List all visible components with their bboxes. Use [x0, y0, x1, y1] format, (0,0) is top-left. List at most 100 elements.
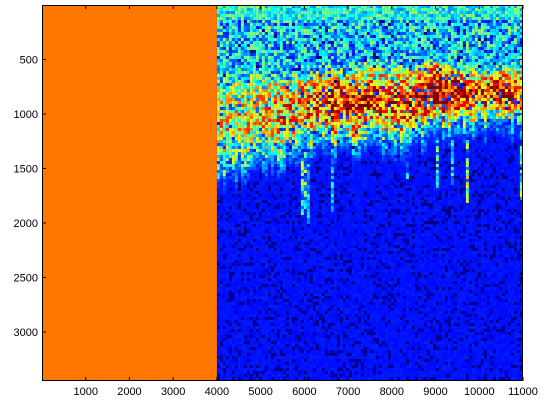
heatmap-cell — [228, 236, 232, 239]
heatmap-cell — [231, 167, 235, 170]
heatmap-cell — [297, 152, 301, 155]
heatmap-cell — [258, 32, 262, 35]
heatmap-cell — [303, 17, 307, 20]
heatmap-cell — [285, 173, 289, 176]
heatmap-cell — [309, 62, 313, 65]
heatmap-cell — [225, 116, 229, 119]
heatmap-cell — [324, 344, 328, 347]
heatmap-cell — [324, 161, 328, 164]
heatmap-cell — [258, 86, 262, 89]
heatmap-cell — [216, 209, 220, 212]
heatmap-cell — [315, 65, 319, 68]
heatmap-cell — [345, 113, 349, 116]
heatmap-cell — [264, 65, 268, 68]
heatmap-cell — [276, 344, 280, 347]
heatmap-cell — [270, 71, 274, 74]
heatmap-cell — [222, 224, 226, 227]
heatmap-cell — [285, 233, 289, 236]
heatmap-cell — [279, 254, 283, 257]
heatmap-cell — [306, 107, 310, 110]
heatmap-cell — [276, 137, 280, 140]
heatmap-cell — [246, 176, 250, 179]
heatmap-cell — [324, 206, 328, 209]
heatmap-cell — [252, 65, 256, 68]
heatmap-cell — [312, 5, 316, 8]
heatmap-cell — [330, 296, 334, 299]
heatmap-cell — [288, 20, 292, 23]
heatmap-cell — [318, 74, 322, 77]
heatmap-cell — [270, 149, 274, 152]
heatmap-cell — [249, 302, 253, 305]
heatmap-cell — [330, 68, 334, 71]
heatmap-cell — [282, 254, 286, 257]
heatmap-cell — [339, 290, 343, 293]
heatmap-cell — [345, 302, 349, 305]
heatmap-cell — [279, 95, 283, 98]
heatmap-cell — [273, 356, 277, 359]
heatmap-cell — [336, 122, 340, 125]
heatmap-cell — [339, 182, 343, 185]
heatmap-cell — [324, 260, 328, 263]
heatmap-cell — [258, 326, 262, 329]
heatmap-cell — [303, 122, 307, 125]
heatmap-cell — [318, 107, 322, 110]
heatmap-cell — [243, 272, 247, 275]
heatmap-cell — [252, 203, 256, 206]
heatmap-cell — [345, 362, 349, 365]
heatmap-cell — [291, 242, 295, 245]
heatmap-cell — [333, 119, 337, 122]
heatmap-cell — [231, 47, 235, 50]
heatmap-cell — [324, 95, 328, 98]
heatmap-cell — [339, 122, 343, 125]
heatmap-cell — [285, 191, 289, 194]
heatmap-cell — [330, 164, 334, 167]
heatmap-cell — [282, 317, 286, 320]
heatmap-cell — [246, 305, 250, 308]
heatmap-cell — [285, 20, 289, 23]
heatmap-cell — [222, 206, 226, 209]
heatmap-cell — [291, 143, 295, 146]
heatmap-cell — [237, 56, 241, 59]
heatmap-cell — [297, 239, 301, 242]
heatmap-cell — [249, 197, 253, 200]
heatmap-cell — [240, 128, 244, 131]
heatmap-cell — [291, 14, 295, 17]
heatmap-cell — [333, 56, 337, 59]
heatmap-cell — [315, 257, 319, 260]
heatmap-cell — [225, 62, 229, 65]
heatmap-cell — [297, 197, 301, 200]
heatmap-cell — [222, 296, 226, 299]
heatmap-cell — [273, 230, 277, 233]
heatmap-cell — [303, 236, 307, 239]
heatmap-cell — [318, 368, 322, 371]
heatmap-cell — [252, 278, 256, 281]
heatmap-cell — [288, 272, 292, 275]
heatmap-cell — [258, 290, 262, 293]
heatmap-cell — [303, 35, 307, 38]
heatmap-cell — [309, 266, 313, 269]
heatmap-cell — [267, 209, 271, 212]
heatmap-cell — [297, 29, 301, 32]
heatmap-cell — [228, 35, 232, 38]
heatmap-cell — [309, 263, 313, 266]
heatmap-cell — [288, 368, 292, 371]
heatmap-cell — [303, 8, 307, 11]
heatmap-cell — [318, 371, 322, 374]
heatmap-cell — [240, 329, 244, 332]
heatmap-cell — [333, 224, 337, 227]
heatmap-cell — [342, 158, 346, 161]
heatmap-cell — [303, 332, 307, 335]
heatmap-cell — [273, 62, 277, 65]
heatmap-cell — [345, 77, 349, 80]
heatmap-cell — [285, 101, 289, 104]
heatmap-cell — [267, 71, 271, 74]
heatmap-cell — [321, 104, 325, 107]
heatmap-cell — [255, 83, 259, 86]
heatmap-cell — [249, 356, 253, 359]
heatmap-cell — [324, 86, 328, 89]
heatmap-cell — [345, 116, 349, 119]
heatmap-cell — [327, 242, 331, 245]
heatmap-cell — [270, 248, 274, 251]
heatmap-cell — [255, 269, 259, 272]
heatmap-cell — [273, 209, 277, 212]
